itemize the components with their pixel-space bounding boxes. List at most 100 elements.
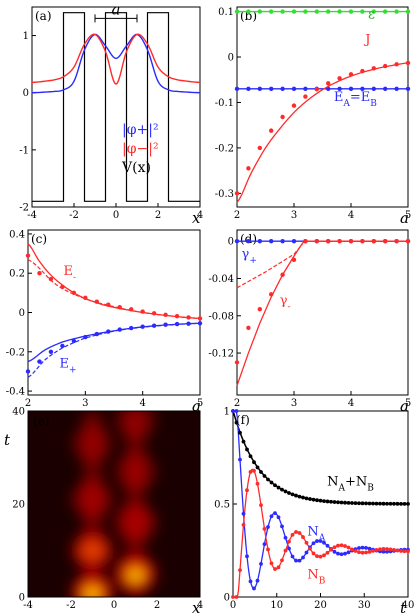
panel-a-ytick-label: -2 [19,203,29,214]
data-point-NB [329,548,333,552]
panel-d-ytick-label: -0.04 [208,274,234,285]
data-point-NB [333,545,337,549]
data-point-NA [312,541,316,545]
separation-label: a [112,0,121,18]
data-point-gp [258,239,262,243]
data-point-total [270,481,274,485]
data-point-NB [396,549,400,553]
data-point-Ep [72,339,76,343]
panel-c-xtick-label: 4 [139,398,145,409]
label-NB: NB [307,567,325,586]
data-point-total [308,497,312,501]
data-point-NA [326,544,330,548]
series-line-Em [28,244,200,319]
data-point-Ep [163,322,167,326]
data-point-total [315,498,319,502]
data-point-eps [280,9,284,13]
label-E-plus: E+ [60,357,77,376]
panel-b-xtick-label: 2 [234,210,240,221]
data-point-Ep [106,329,110,333]
data-point-NA [231,409,235,413]
label-NB-text: N [307,567,318,582]
data-point-eps [349,9,353,13]
label-gamma-plus: γ+ [242,247,257,266]
data-point-NB [343,544,347,548]
panel-a-xtick-label: 2 [155,210,161,221]
data-point-total [287,491,291,495]
panel-b-xtick-label: 4 [348,210,354,221]
data-point-total [385,502,389,506]
data-point-NB [305,541,309,545]
label-NB-sub: B [319,576,326,586]
data-point-NA [361,546,365,550]
data-point-gp [292,239,296,243]
label-NA-NB-mid: +N [345,474,367,489]
label-E-plus-text: E [60,357,70,372]
data-point-NA [242,512,246,516]
panel-f-xtick-label: 30 [358,600,371,611]
data-point-total [399,502,403,506]
data-point-J [326,81,330,85]
panel-d-ytick-label: -0.08 [208,311,234,322]
data-point-total [277,486,281,490]
data-point-total [396,502,400,506]
data-point-NA [249,579,253,583]
panel-b: 2 3 4 5 0.1 0 -0.1 -0.2 -0.3 a (b) εJ EA=EB [215,7,411,227]
data-point-Ep [198,321,202,325]
panel-e-xtick-label: 0 [111,600,117,611]
data-point-NA [336,552,340,556]
panel-a-xtick-label: -2 [69,210,79,221]
data-point-eps [406,9,410,13]
panel-e-ytick-label: 40 [12,407,25,418]
data-point-Em [140,309,144,313]
data-point-NB [270,561,274,565]
legend-entry: V(x) [121,160,151,176]
data-point-J [337,76,341,80]
data-point-NB [298,531,302,535]
data-point-NB [245,488,249,492]
data-point-gm [292,258,296,262]
panel-f-xtick-label: 20 [314,600,327,611]
data-point-Em [37,271,41,275]
data-point-NB [336,544,340,548]
data-point-Em [163,313,167,317]
data-point-total [301,496,305,500]
panel-e-label: (e) [33,414,49,428]
data-point-NB [242,523,246,527]
heatmap-blob-peak [128,572,142,580]
heatmap-blob-core [81,543,103,557]
data-point-NA [347,550,351,554]
data-point-J [406,61,410,65]
data-point-gm [394,239,398,243]
panel-c-label: (c) [31,232,47,246]
data-point-total [305,496,309,500]
panel-c-ytick-label: 0 [19,308,25,319]
data-point-NB [266,548,270,552]
panel-a-frame [32,7,200,207]
panel-b-ytick-label: 0.1 [218,7,234,18]
data-point-NA [245,554,249,558]
data-point-total [403,502,407,506]
panel-b-frame [237,7,408,207]
data-point-NB [361,551,365,555]
data-point-Em [83,296,87,300]
data-point-EAB [235,87,239,91]
data-point-NB [284,549,288,553]
data-point-total [245,448,249,452]
data-point-total [280,488,284,492]
data-point-eps [235,9,239,13]
data-point-NB [273,567,277,571]
panel-c-ytick-label: 0.2 [9,269,25,280]
data-point-NB [312,551,316,555]
data-point-NA [305,551,309,555]
data-point-NA [340,552,344,556]
panel-a: -4 -2 0 2 410-1-2x(a) a|φ+|²|φ−|²V(x) [19,0,203,227]
data-point-total [406,502,410,506]
data-point-gm [406,239,410,243]
data-point-total [354,501,358,505]
panel-d-ytick-label: 0 [228,237,234,248]
panel-a-xtick-label: 0 [113,210,119,221]
data-point-gm [235,360,239,364]
data-point-Ep [152,323,156,327]
